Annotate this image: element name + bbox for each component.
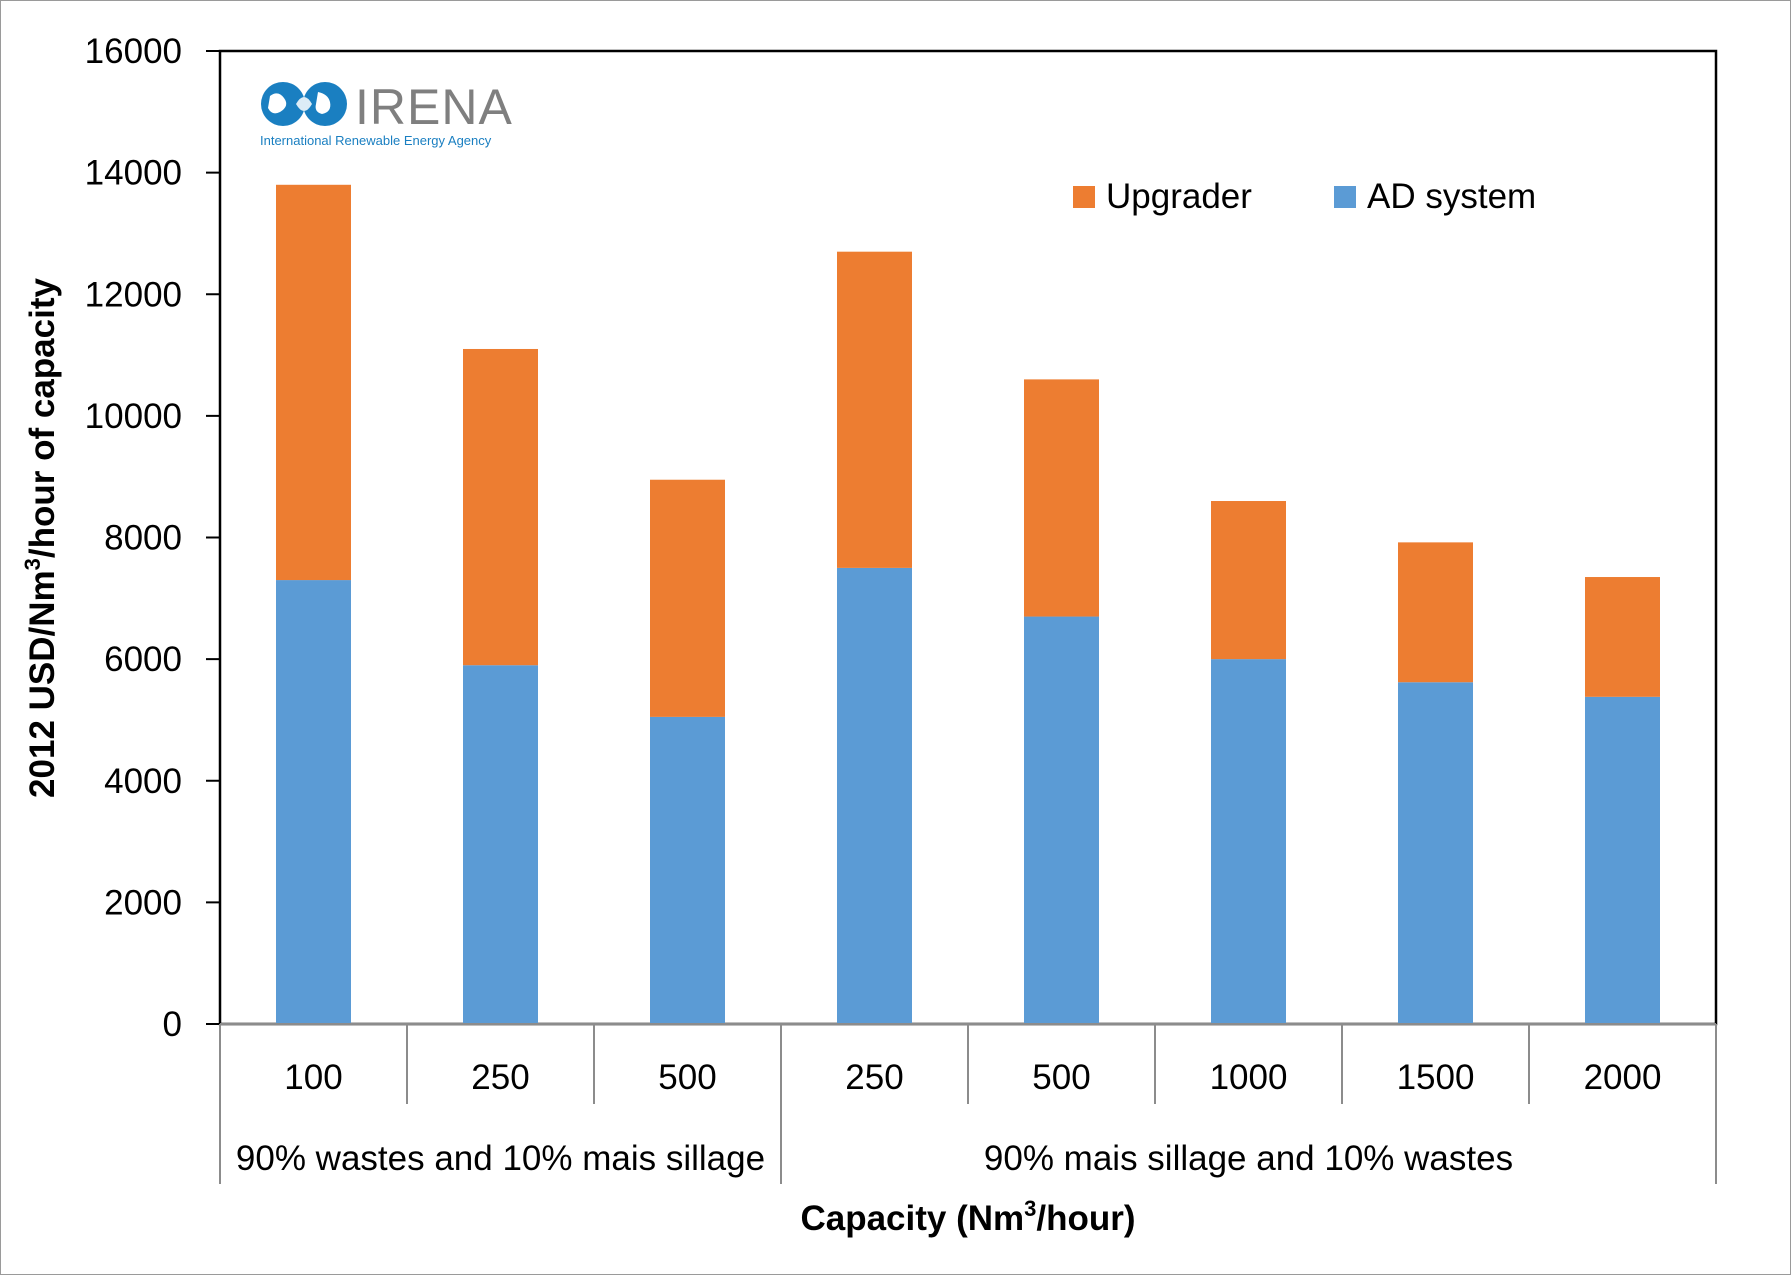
bar-ad-system-1 xyxy=(463,665,538,1024)
bar-upgrader-5 xyxy=(1211,501,1286,660)
bar-upgrader-4 xyxy=(1024,379,1099,617)
x-category-label: 100 xyxy=(284,1058,342,1097)
irena-logo: IRENA International Renewable Energy Age… xyxy=(260,79,513,148)
bar-upgrader-3 xyxy=(837,251,912,568)
logo-wordmark: IRENA xyxy=(355,79,513,135)
x-group-label: 90% mais sillage and 10% wastes xyxy=(984,1139,1513,1178)
legend-swatch-ad-system xyxy=(1334,186,1356,208)
x-group-label: 90% wastes and 10% mais sillage xyxy=(236,1139,765,1178)
legend: Upgrader AD system xyxy=(1073,177,1536,216)
y-tick-label: 8000 xyxy=(104,519,182,558)
legend-swatch-upgrader xyxy=(1073,186,1095,208)
y-tick-label: 16000 xyxy=(85,32,182,71)
bar-upgrader-6 xyxy=(1398,542,1473,683)
bar-ad-system-5 xyxy=(1211,659,1286,1024)
irena-globe-icon xyxy=(261,82,347,126)
x-category-label: 500 xyxy=(658,1058,716,1097)
y-tick-label: 4000 xyxy=(104,762,182,801)
x-category-label: 1000 xyxy=(1210,1058,1288,1097)
bar-upgrader-7 xyxy=(1585,577,1660,697)
bar-upgrader-2 xyxy=(650,479,725,717)
bar-upgrader-1 xyxy=(463,348,538,666)
bar-ad-system-3 xyxy=(837,567,912,1024)
legend-label-upgrader: Upgrader xyxy=(1106,177,1252,216)
bar-upgrader-0 xyxy=(276,184,351,581)
bars-layer xyxy=(276,184,1660,1024)
logo-subtitle: International Renewable Energy Agency xyxy=(260,133,492,148)
legend-label-ad-system: AD system xyxy=(1367,177,1536,216)
x-category-label: 500 xyxy=(1032,1058,1090,1097)
bar-ad-system-4 xyxy=(1024,616,1099,1024)
y-tick-label: 2000 xyxy=(104,883,182,922)
x-category-label: 1500 xyxy=(1397,1058,1475,1097)
x-category-label: 250 xyxy=(471,1058,529,1097)
bar-ad-system-6 xyxy=(1398,682,1473,1024)
y-tick-label: 10000 xyxy=(85,397,182,436)
x-category-label: 250 xyxy=(845,1058,903,1097)
y-axis: 0 2000 4000 6000 8000 10000 12000 14000 16000 xyxy=(85,32,220,1044)
y-tick-label: 6000 xyxy=(104,640,182,679)
y-tick-label: 14000 xyxy=(85,154,182,193)
bar-ad-system-7 xyxy=(1585,696,1660,1024)
y-tick-label: 0 xyxy=(163,1005,182,1044)
bar-ad-system-2 xyxy=(650,716,725,1024)
x-axis: 100 250 500 250 500 1000 1500 2000 90% wastes an… xyxy=(219,1023,1717,1184)
y-axis-title: 2012 USD/Nm3/hour of capacity xyxy=(20,278,62,798)
bar-ad-system-0 xyxy=(276,580,351,1024)
x-axis-title: Capacity (Nm3/hour) xyxy=(800,1196,1135,1238)
y-tick-label: 12000 xyxy=(85,275,182,314)
x-category-label: 2000 xyxy=(1584,1058,1662,1097)
